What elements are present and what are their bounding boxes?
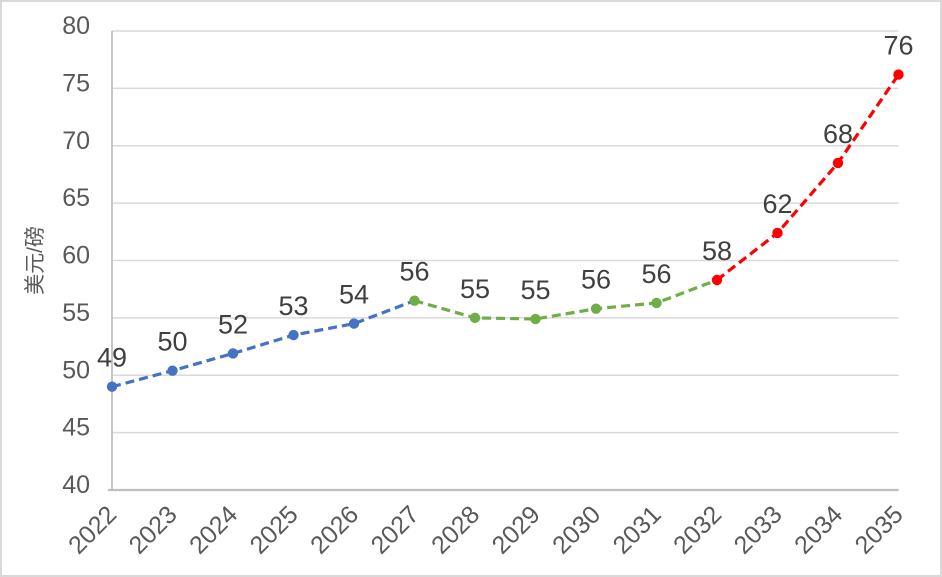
y-tick-label: 75 (62, 69, 90, 97)
x-tick-label: 2030 (547, 500, 606, 559)
data-label: 56 (399, 257, 429, 287)
data-label: 49 (97, 343, 127, 373)
y-tick-label: 45 (62, 414, 90, 442)
data-point[interactable] (832, 157, 844, 169)
y-tick-label: 80 (62, 12, 90, 40)
x-tick-label: 2023 (124, 500, 183, 559)
data-label: 53 (278, 291, 308, 321)
x-tick-label: 2029 (487, 500, 546, 559)
x-tick-label: 2024 (184, 500, 243, 559)
x-tick-label: 2034 (789, 500, 848, 559)
data-label: 54 (339, 280, 369, 310)
data-label: 55 (520, 275, 550, 305)
x-tick-label: 2022 (63, 500, 122, 559)
data-point[interactable] (651, 297, 662, 309)
x-tick-label: 2027 (366, 500, 425, 559)
data-point[interactable] (348, 318, 360, 329)
data-point[interactable] (288, 329, 299, 341)
x-tick-label: 2031 (608, 500, 667, 559)
y-tick-label: 70 (62, 127, 90, 155)
data-label: 68 (823, 119, 853, 149)
data-point[interactable] (409, 295, 420, 306)
data-point[interactable] (893, 69, 904, 80)
data-point[interactable] (167, 365, 178, 376)
x-tick-label: 2035 (850, 500, 909, 559)
series-line-segment-blue (111, 299, 416, 389)
series-line-segment-red (716, 73, 900, 282)
y-tick-label: 50 (62, 356, 90, 384)
y-axis-title: 美元/磅 (24, 226, 47, 295)
data-label: 76 (883, 31, 913, 61)
y-tick-label: 65 (62, 184, 90, 212)
y-tick-label: 55 (62, 299, 90, 327)
series-line-segment-green (414, 278, 718, 321)
y-tick-label: 60 (62, 242, 90, 270)
data-label: 52 (218, 309, 248, 339)
data-label: 56 (581, 265, 611, 295)
x-tick-label: 2033 (729, 500, 788, 559)
data-point[interactable] (106, 381, 118, 392)
data-point[interactable] (469, 312, 481, 324)
x-tick-label: 2026 (305, 500, 364, 559)
data-point[interactable] (711, 274, 723, 286)
data-label: 50 (157, 327, 187, 357)
data-label: 62 (762, 189, 792, 219)
x-tick-label: 2025 (245, 500, 304, 559)
data-point[interactable] (530, 313, 541, 325)
data-label: 56 (641, 259, 671, 289)
x-tick-label: 2028 (426, 500, 485, 559)
data-label: 55 (460, 274, 490, 304)
data-point[interactable] (590, 303, 602, 314)
data-point[interactable] (227, 348, 239, 359)
data-label: 58 (702, 236, 732, 266)
x-tick-label: 2032 (668, 500, 727, 559)
data-point[interactable] (772, 227, 783, 239)
y-tick-label: 40 (62, 471, 90, 499)
